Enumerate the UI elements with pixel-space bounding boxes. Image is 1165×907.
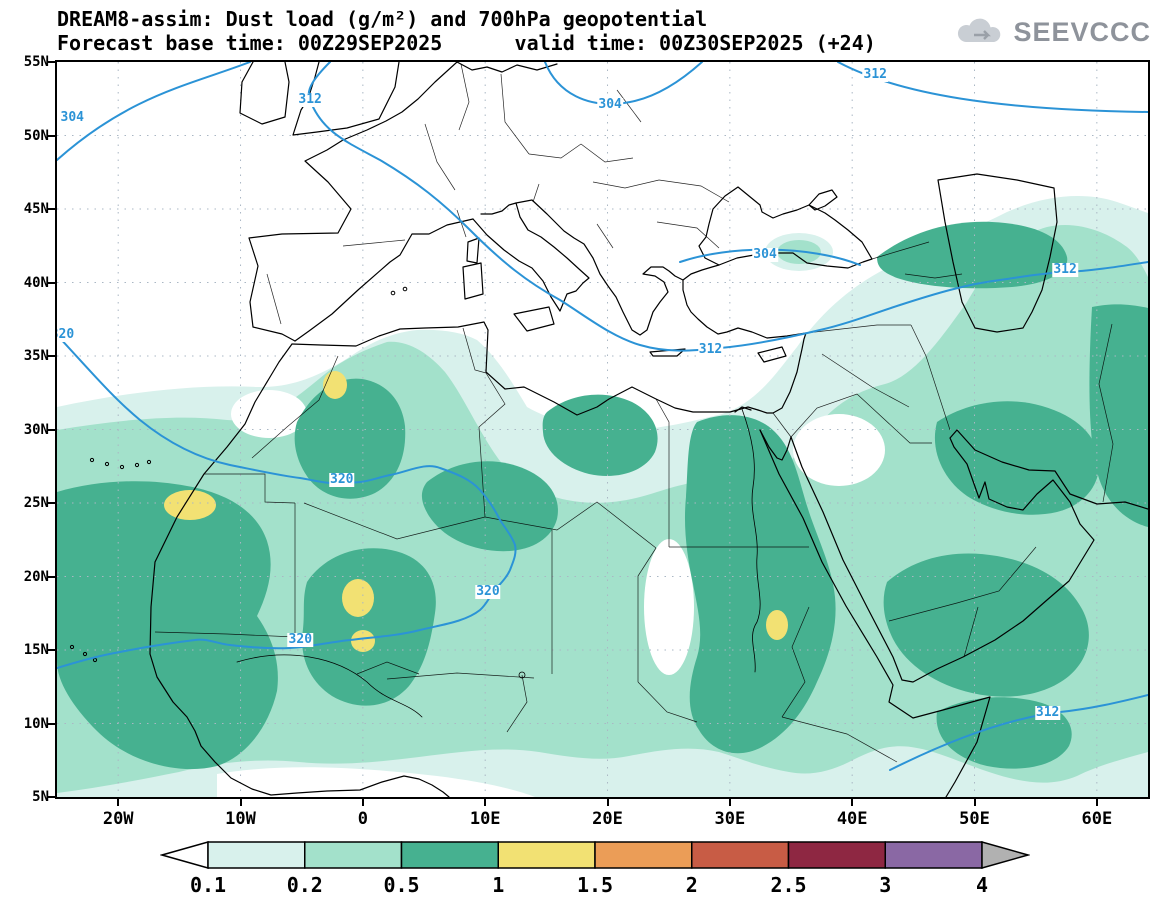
colorbar-segment — [207, 841, 306, 869]
lat-tick-label: 5N — [32, 789, 49, 805]
colorbar-arrow-left — [159, 841, 209, 869]
colorbar-level-label: 1 — [492, 873, 505, 897]
logo-text: SEEVCCC — [1013, 16, 1151, 47]
lon-tick-label: 10E — [469, 809, 501, 829]
geopotential-contour-label: 320 — [475, 583, 501, 599]
colorbar-level-label: 2 — [685, 873, 698, 897]
colorbar-segment — [497, 841, 596, 869]
dust-fill-layer — [57, 196, 1148, 797]
colorbar-segment — [884, 841, 983, 869]
subtitle: Forecast base time: 00Z29SEP2025 valid t… — [57, 31, 876, 55]
lon-tick — [484, 799, 487, 806]
geopotential-contour-label: 304 — [597, 97, 623, 113]
colorbar-segment — [304, 841, 403, 869]
geopotential-contour-label: 312 — [297, 92, 323, 108]
colorbar-level-label: 0.2 — [286, 873, 323, 897]
colorbar-segment — [594, 841, 693, 869]
colorbar-segment — [691, 841, 790, 869]
lat-tick-label: 35N — [23, 348, 49, 364]
geopotential-contour-label: 320 — [57, 327, 76, 342]
borders-layer — [154, 63, 1114, 763]
page-title: DREAM8-assim: Dust load (g/m²) and 700hP… — [57, 7, 708, 31]
lon-tick — [1095, 799, 1098, 806]
lat-tick-label: 40N — [23, 274, 49, 291]
lon-tick-label: 60E — [1081, 809, 1113, 829]
lon-tick — [117, 799, 120, 806]
lat-tick — [48, 61, 55, 63]
lat-tick-label: 45N — [23, 201, 49, 217]
lat-tick-label: 30N — [23, 421, 49, 438]
colorbar-segment — [400, 841, 499, 869]
colorbar-level-label: 4 — [975, 873, 989, 897]
lat-tick — [48, 722, 55, 725]
lon-tick — [851, 799, 854, 806]
lon-tick-label: 20E — [592, 809, 623, 829]
coastlines-layer — [69, 62, 1148, 797]
lat-tick — [48, 575, 55, 578]
lon-tick-label: 20W — [102, 809, 134, 829]
geopotential-contour-label: 312 — [1034, 705, 1061, 721]
lat-tick-label: 25N — [23, 495, 49, 511]
lat-tick-label: 10N — [23, 715, 49, 732]
cloud-icon — [958, 18, 1001, 43]
lat-tick — [48, 281, 55, 284]
lat-tick — [48, 502, 55, 504]
lon-tick-label: 0 — [357, 809, 368, 829]
lat-tick-label: 15N — [23, 642, 49, 658]
geopotential-contour-label: 320 — [287, 631, 314, 647]
colorbar-level-label: 2.5 — [770, 873, 807, 897]
map: 304 312 304 312 304 312 312 320 320 320 320 312 55N… — [24, 54, 1150, 829]
contour-labels: 304 312 304 312 304 312 312 320 320 320 320 312 — [57, 62, 1148, 797]
lon-tick-label: 50E — [959, 809, 990, 829]
colorbar-level-label: 1.5 — [576, 873, 614, 897]
lon-tick — [606, 799, 609, 806]
lon-tick — [361, 799, 364, 806]
lon-tick-label: 40E — [836, 809, 868, 829]
geopotential-contour-label: 312 — [697, 342, 724, 358]
colorbar-bar — [159, 841, 1031, 869]
map-frame: 304 312 304 312 304 312 312 320 320 320 320 312 — [55, 60, 1150, 799]
lat-tick — [48, 428, 55, 431]
lat-tick-label: 55N — [23, 54, 49, 70]
geopotential-contour-label: 304 — [752, 247, 778, 263]
geopotential-contour-label: 320 — [329, 472, 355, 488]
colorbar-segment — [787, 841, 886, 869]
colorbar-level-label: 0.5 — [383, 873, 420, 897]
colorbar-level-label: 3 — [879, 873, 892, 897]
lat-tick — [48, 134, 55, 137]
lat-tick-label: 50N — [23, 127, 49, 144]
lon-tick-label: 30E — [714, 809, 746, 829]
lat-tick — [48, 208, 55, 210]
lat-tick — [48, 649, 55, 651]
lon-tick-label: 10W — [225, 809, 256, 829]
geopotential-contour-label: 312 — [862, 67, 888, 83]
lat-tick — [48, 796, 55, 798]
lat-tick — [48, 355, 55, 357]
map-canvas — [57, 62, 1148, 797]
colorbar-arrow-right — [981, 841, 1031, 869]
lon-tick — [973, 799, 976, 806]
geopotential-contour-label: 304 — [59, 109, 86, 125]
colorbar-level-label: 0.1 — [189, 873, 227, 897]
colorbar: 0.1 0.2 0.5 1 1.5 2 2.5 3 4 — [159, 841, 1031, 901]
seevccc-logo: SEEVCCC — [954, 16, 1151, 48]
lon-tick — [239, 799, 242, 806]
lat-tick-label: 20N — [23, 568, 49, 585]
geopotential-contour-label: 312 — [1052, 262, 1078, 277]
lon-tick — [728, 799, 731, 806]
